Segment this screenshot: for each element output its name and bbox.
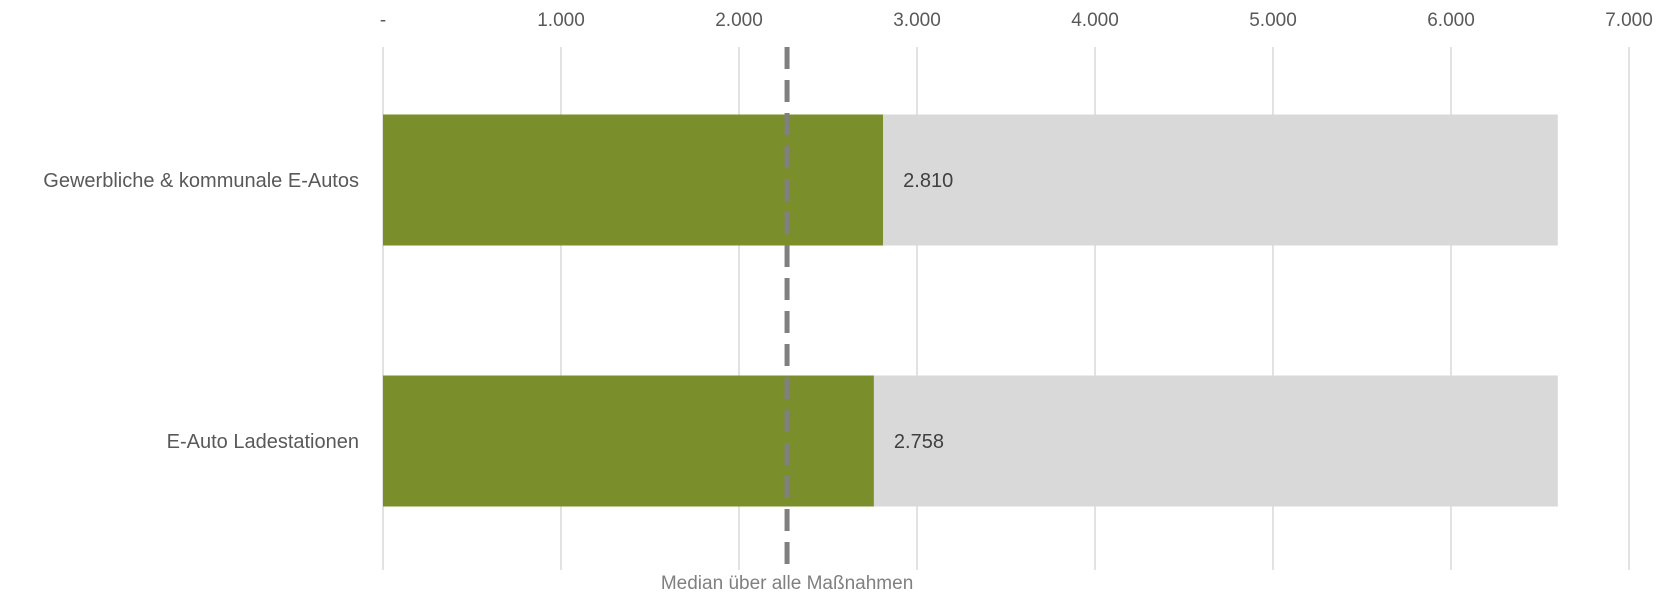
category-label: Gewerbliche & kommunale E-Autos [43,170,359,192]
x-tick-label: 4.000 [1071,10,1119,31]
data-label: 2.758 [894,431,944,453]
labels-layer: Gewerbliche & kommunale E-Autos 2.810 E-Au… [43,170,953,453]
x-axis-ticks: - 1.000 2.000 3.000 4.000 5.000 6.000 7.000 [380,10,1653,31]
category-label: E-Auto Ladestationen [167,431,359,453]
x-tick-label: - [380,10,386,31]
data-label: 2.810 [903,170,953,192]
median-layer: Median über alle Maßnahmen [661,47,913,594]
x-tick-label: 6.000 [1427,10,1475,31]
x-tick-label: 5.000 [1249,10,1297,31]
x-tick-label: 3.000 [893,10,941,31]
bar-remainder [873,375,1558,507]
bar-value [383,375,874,507]
bars-layer [383,114,1558,507]
x-tick-label: 7.000 [1605,10,1653,31]
bar-value [383,114,884,246]
median-label: Median über alle Maßnahmen [661,573,913,594]
x-tick-label: 1.000 [537,10,585,31]
x-tick-label: 2.000 [715,10,763,31]
bar-remainder [883,114,1558,246]
